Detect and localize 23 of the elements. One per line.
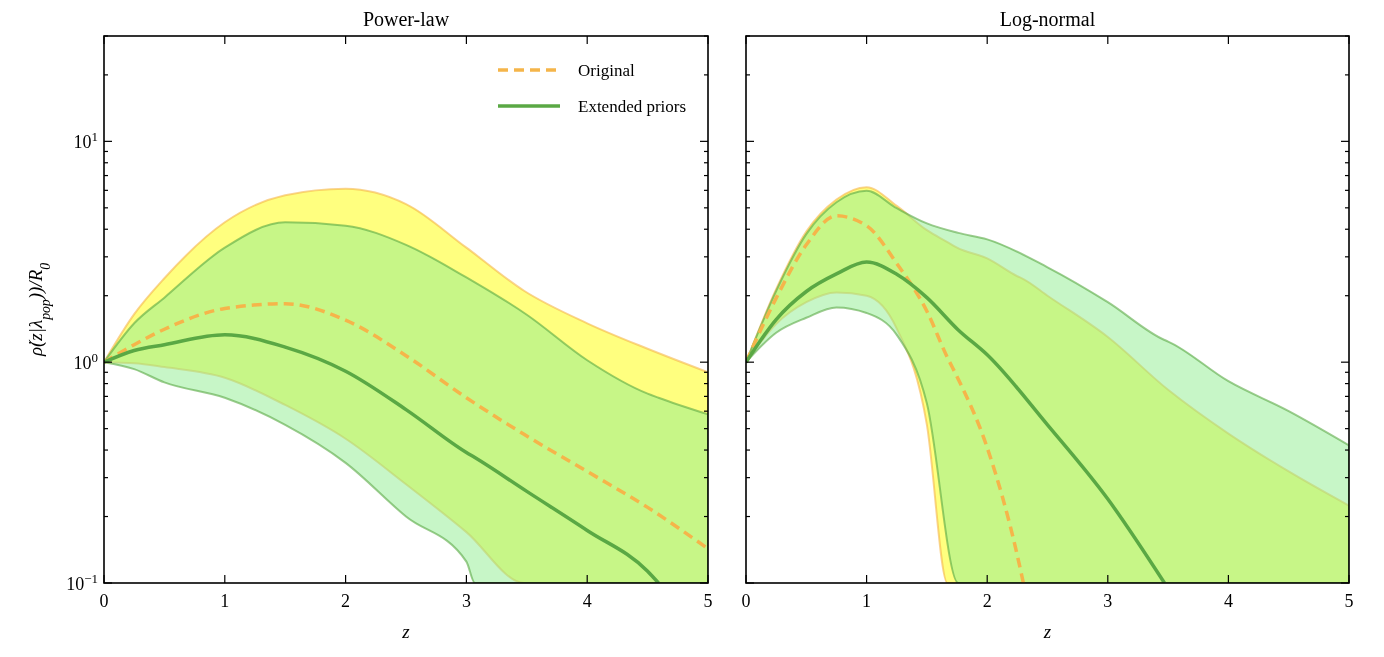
- x-tick-label: 4: [1223, 591, 1233, 611]
- legend-label: Original: [578, 61, 635, 80]
- x-tick-label: 1: [220, 591, 230, 611]
- x-tick-label: 0: [99, 591, 109, 611]
- x-tick-label: 3: [1103, 591, 1113, 611]
- y-tick-label: 10$^{1}$: [73, 128, 98, 153]
- x-tick-label: 5: [1344, 591, 1354, 611]
- y-tick-label: 10$^{−1}$: [66, 570, 98, 594]
- x-tick-label: 3: [461, 591, 471, 611]
- line-series: [104, 333, 661, 583]
- legend-label: Extended priors: [578, 97, 687, 116]
- x-tick-label: 4: [582, 591, 592, 611]
- x-tick-label: 0: [741, 591, 751, 611]
- x-tick-label: 1: [862, 591, 872, 611]
- chart-title: Log-normal: [999, 8, 1096, 31]
- line-series: [104, 301, 708, 551]
- x-tick-label: 5: [703, 591, 713, 611]
- x-axis-title: z: [1042, 621, 1052, 642]
- chart-title: Power-law: [362, 8, 450, 30]
- x-axis-title: z: [401, 621, 411, 642]
- y-tick-label: 10$^{0}$: [73, 349, 98, 374]
- x-tick-label: 2: [982, 591, 992, 611]
- x-tick-label: 2: [341, 591, 351, 611]
